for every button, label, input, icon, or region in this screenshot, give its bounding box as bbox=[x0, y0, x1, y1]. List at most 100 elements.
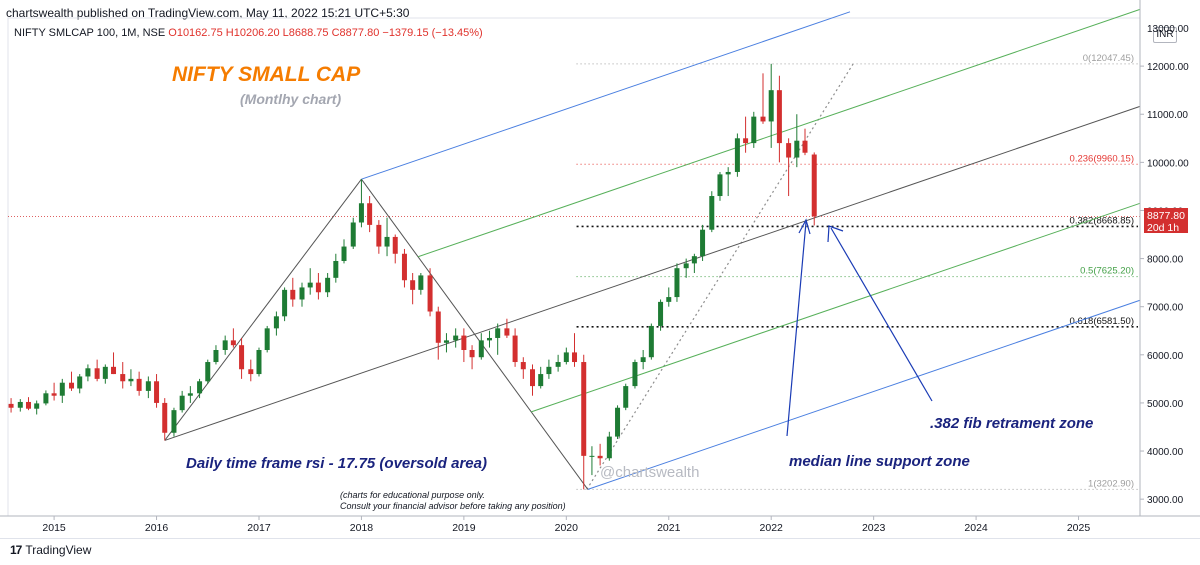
candle-body bbox=[717, 174, 723, 197]
candle-body bbox=[410, 280, 416, 290]
arrow-median-shaft bbox=[786, 221, 807, 437]
candle-body bbox=[273, 316, 279, 329]
y-tick-label: 10000.00 bbox=[1147, 158, 1189, 169]
candle-body bbox=[700, 229, 706, 257]
candle-body bbox=[401, 253, 407, 281]
candle-body bbox=[333, 260, 339, 278]
candle-body bbox=[69, 382, 75, 389]
annotation-fib: .382 fib retrament zone bbox=[930, 415, 1093, 432]
candle-body bbox=[786, 143, 792, 158]
candle-body bbox=[658, 301, 664, 326]
x-tick-label: 2016 bbox=[145, 522, 169, 534]
candle-body bbox=[120, 374, 126, 382]
candle-body bbox=[248, 369, 254, 375]
candle-body bbox=[743, 138, 749, 144]
x-tick-label: 2020 bbox=[555, 522, 579, 534]
watermark-text: @chartswealth bbox=[600, 464, 699, 481]
pitchfork-handle-left bbox=[164, 178, 362, 441]
tradingview-brand: TradingView bbox=[25, 543, 92, 557]
symbol-label: NIFTY SMLCAP 100, 1M, NSE bbox=[14, 27, 166, 39]
fib-level-label: 0(12047.45) bbox=[1083, 53, 1134, 64]
candle-body bbox=[8, 403, 14, 408]
candle-body bbox=[162, 402, 168, 433]
candle-body bbox=[453, 335, 459, 341]
candle-body bbox=[811, 154, 817, 217]
candle-body bbox=[683, 263, 689, 269]
pitchfork-upper-line bbox=[361, 11, 851, 180]
candle-body bbox=[776, 90, 782, 144]
last-price-countdown: 20d 1h bbox=[1147, 222, 1179, 234]
candle-body bbox=[230, 340, 236, 346]
annotation-title: NIFTY SMALL CAP bbox=[172, 63, 361, 86]
candle-body bbox=[77, 376, 83, 389]
y-tick-label: 5000.00 bbox=[1147, 399, 1184, 410]
y-tick-label: 6000.00 bbox=[1147, 351, 1184, 362]
fib-trend-line bbox=[586, 63, 854, 490]
fib-level-label: 1(3202.90) bbox=[1088, 478, 1134, 489]
candle-body bbox=[469, 350, 475, 358]
candle-body bbox=[572, 352, 578, 363]
candle-body bbox=[648, 325, 654, 358]
candle-body bbox=[606, 436, 612, 459]
arrow-fib-shaft bbox=[830, 227, 933, 402]
x-tick-label: 2022 bbox=[760, 522, 784, 534]
candle-body bbox=[17, 401, 23, 408]
candle-body bbox=[563, 352, 569, 363]
candle-body bbox=[315, 282, 321, 293]
candle-body bbox=[145, 381, 151, 391]
candle-body bbox=[25, 401, 31, 409]
candle-body bbox=[734, 138, 740, 172]
x-tick-label: 2019 bbox=[452, 522, 476, 534]
candle-body bbox=[768, 90, 774, 122]
candle-body bbox=[555, 362, 561, 367]
y-tick-label: 13000.00 bbox=[1147, 24, 1189, 35]
fib-level-label: 0.618(6581.50) bbox=[1070, 316, 1134, 327]
published-line: chartswealth published on TradingView.co… bbox=[6, 6, 410, 20]
candle-body bbox=[239, 345, 245, 370]
annotation-rsi: Daily time frame rsi - 17.75 (oversold a… bbox=[186, 455, 487, 472]
candle-body bbox=[597, 455, 603, 459]
annotation-disclaimer-1: (charts for educational purpose only. bbox=[340, 490, 485, 500]
ohlc-open: O10162.75 bbox=[168, 27, 223, 39]
candle-body bbox=[495, 328, 501, 338]
candle-body bbox=[187, 393, 193, 396]
x-tick-label: 2021 bbox=[657, 522, 681, 534]
arrow-median-head bbox=[798, 218, 811, 235]
candle-body bbox=[128, 378, 134, 382]
candle-body bbox=[802, 140, 808, 153]
candle-body bbox=[94, 368, 100, 379]
candle-body bbox=[264, 328, 270, 350]
candle-body bbox=[325, 277, 331, 293]
y-tick-label: 8000.00 bbox=[1147, 255, 1184, 266]
candle-body bbox=[504, 328, 510, 336]
ohlc-close: C8877.80 bbox=[331, 27, 380, 39]
ohlc-legend: NIFTY SMLCAP 100, 1M, NSE O10162.75 H102… bbox=[14, 27, 483, 39]
candle-body bbox=[751, 116, 757, 144]
plot-frame bbox=[7, 17, 1141, 517]
candle-body bbox=[213, 350, 219, 363]
fib-level-label: 0.236(9960.15) bbox=[1070, 153, 1134, 164]
candle-body bbox=[384, 236, 390, 247]
candle-body bbox=[290, 289, 296, 300]
candle-body bbox=[154, 381, 160, 403]
candle-body bbox=[34, 403, 40, 409]
fib-level-label: 0.382(8668.85) bbox=[1070, 215, 1134, 226]
currency-badge[interactable]: INR bbox=[1153, 27, 1177, 43]
ohlc-high: H10206.20 bbox=[225, 27, 280, 39]
candle-body bbox=[392, 236, 398, 254]
candle-body bbox=[520, 362, 526, 370]
fib-level-label: 0.5(7625.20) bbox=[1080, 266, 1134, 277]
candle-body bbox=[85, 368, 91, 377]
y-tick-label: 11000.00 bbox=[1147, 110, 1188, 121]
candle-body bbox=[350, 222, 356, 247]
x-tick-label: 2025 bbox=[1067, 522, 1091, 534]
candle-body bbox=[427, 275, 433, 312]
tradingview-footer[interactable]: 17 TradingView bbox=[10, 543, 91, 557]
candle-body bbox=[222, 340, 228, 350]
x-tick-label: 2018 bbox=[350, 522, 374, 534]
pitchfork-lower-line bbox=[587, 299, 1141, 490]
x-tick-label: 2024 bbox=[964, 522, 988, 534]
annotation-median: median line support zone bbox=[789, 453, 970, 470]
